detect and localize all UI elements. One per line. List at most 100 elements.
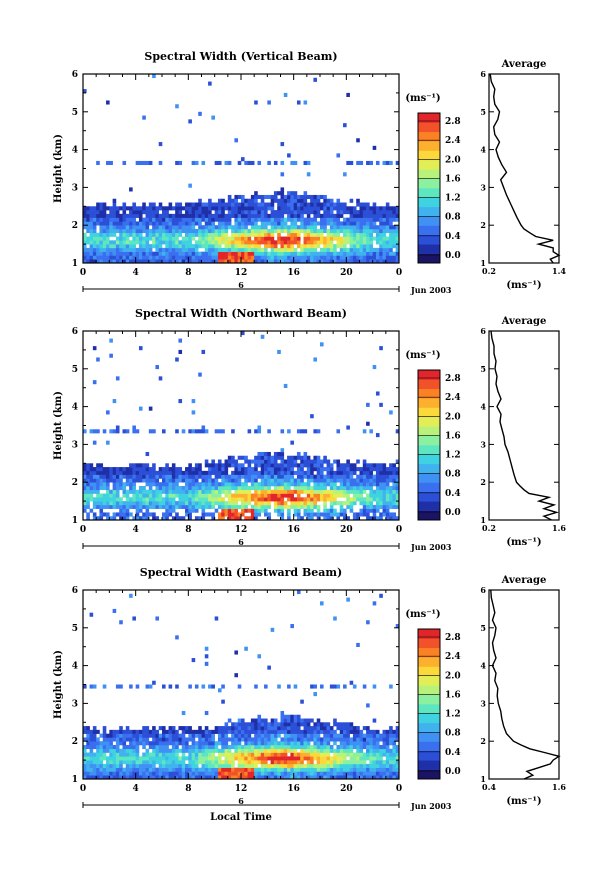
heatmap-cell	[316, 516, 321, 521]
heatmap-cell	[336, 501, 341, 506]
heatmap-cell	[135, 775, 140, 780]
heatmap-cell	[86, 752, 90, 757]
heatmap-cell	[310, 771, 314, 776]
heatmap-cell	[244, 733, 248, 738]
heatmap-cell	[277, 501, 281, 506]
heatmap-cell	[260, 478, 265, 483]
heatmap-cell	[356, 217, 360, 222]
heatmap-cell	[227, 244, 232, 249]
heatmap-cell	[366, 737, 370, 742]
heatmap-cell	[385, 512, 390, 517]
heatmap-cell	[185, 775, 189, 780]
heatmap-cell	[250, 244, 255, 249]
heatmap-cell	[129, 217, 133, 222]
heatmap-cell	[323, 485, 327, 491]
heatmap-cell	[194, 213, 199, 218]
heatmap-cell	[152, 512, 156, 517]
heatmap-cell	[132, 217, 136, 222]
heatmap-cell	[392, 259, 397, 264]
heatmap-cell	[283, 92, 288, 97]
heatmap-cell	[303, 160, 308, 166]
heatmap-cell	[106, 228, 110, 234]
y-tick-label: 4	[72, 403, 78, 413]
heatmap-cell	[204, 485, 209, 491]
heatmap-cell	[99, 482, 104, 487]
heatmap-cell	[392, 756, 397, 761]
heatmap-cell	[382, 236, 387, 241]
heatmap-cell	[162, 259, 166, 264]
heatmap-cell	[273, 459, 278, 464]
heatmap-cell	[221, 684, 225, 689]
heatmap-cell	[333, 756, 337, 761]
heatmap-cell	[359, 232, 364, 237]
heatmap-cell	[115, 771, 120, 776]
heatmap-cell	[300, 497, 304, 502]
heatmap-cell	[260, 482, 265, 487]
heatmap-cell	[254, 474, 258, 479]
colorbar-swatch	[418, 197, 440, 208]
heatmap-cell	[300, 198, 304, 203]
heatmap-cell	[352, 244, 357, 249]
heatmap-cell	[310, 474, 314, 479]
heatmap-cell	[352, 240, 357, 245]
heatmap-cell	[264, 244, 268, 249]
heatmap-cell	[132, 210, 136, 215]
heatmap-cell	[343, 232, 347, 237]
heatmap-cell	[135, 255, 140, 260]
heatmap-cell	[310, 718, 314, 723]
heatmap-cell	[96, 485, 100, 491]
heatmap-cell	[122, 485, 127, 491]
heatmap-cell	[389, 225, 393, 230]
heatmap-cell	[283, 748, 288, 753]
heatmap-cell	[270, 255, 275, 260]
heatmap-cell	[92, 210, 97, 215]
heatmap-cell	[185, 729, 189, 734]
heatmap-cell	[217, 497, 222, 502]
heatmap-cell	[333, 497, 337, 502]
heatmap-cell	[343, 726, 347, 731]
heatmap-cell	[237, 225, 242, 230]
heatmap-cell	[323, 501, 327, 506]
heatmap-cell	[145, 756, 150, 761]
heatmap-cell	[92, 737, 97, 742]
heatmap-cell	[260, 756, 265, 761]
heatmap-cell	[106, 737, 110, 742]
heatmap-cell	[264, 763, 268, 768]
heatmap-cell	[264, 217, 268, 222]
heatmap-cell	[287, 459, 291, 464]
heatmap-cell	[277, 504, 281, 509]
heatmap-cell	[283, 221, 288, 226]
heatmap-cell	[165, 767, 169, 772]
heatmap-cell	[171, 489, 176, 494]
heatmap-cell	[129, 497, 133, 502]
heatmap-cell	[254, 485, 258, 491]
heatmap-cell	[191, 399, 196, 404]
heatmap-cell	[267, 722, 271, 727]
heatmap-cell	[389, 259, 393, 264]
heatmap-cell	[264, 767, 268, 772]
heatmap-cell	[313, 474, 318, 479]
heatmap-cell	[155, 236, 160, 241]
heatmap-cell	[339, 737, 344, 742]
heatmap-cell	[270, 482, 275, 487]
heatmap-cell	[175, 217, 179, 222]
heatmap-cell	[389, 493, 393, 498]
heatmap-cell	[175, 748, 179, 753]
heatmap-cell	[287, 255, 291, 260]
heatmap-cell	[339, 474, 344, 479]
heatmap-cell	[155, 775, 160, 780]
heatmap-cell	[138, 508, 143, 513]
heatmap-cell	[224, 760, 229, 765]
heatmap-cell	[148, 474, 153, 479]
heatmap-cell	[247, 485, 252, 491]
heatmap-cell	[296, 100, 301, 105]
heatmap-cell	[264, 236, 268, 241]
heatmap-cell	[273, 718, 278, 723]
heatmap-cell	[280, 508, 285, 513]
heatmap-cell	[234, 463, 239, 468]
heatmap-cell	[171, 516, 176, 521]
heatmap-cell	[214, 232, 219, 237]
heatmap-cell	[241, 512, 245, 517]
heatmap-cell	[375, 433, 380, 438]
heatmap-cell	[257, 236, 262, 241]
